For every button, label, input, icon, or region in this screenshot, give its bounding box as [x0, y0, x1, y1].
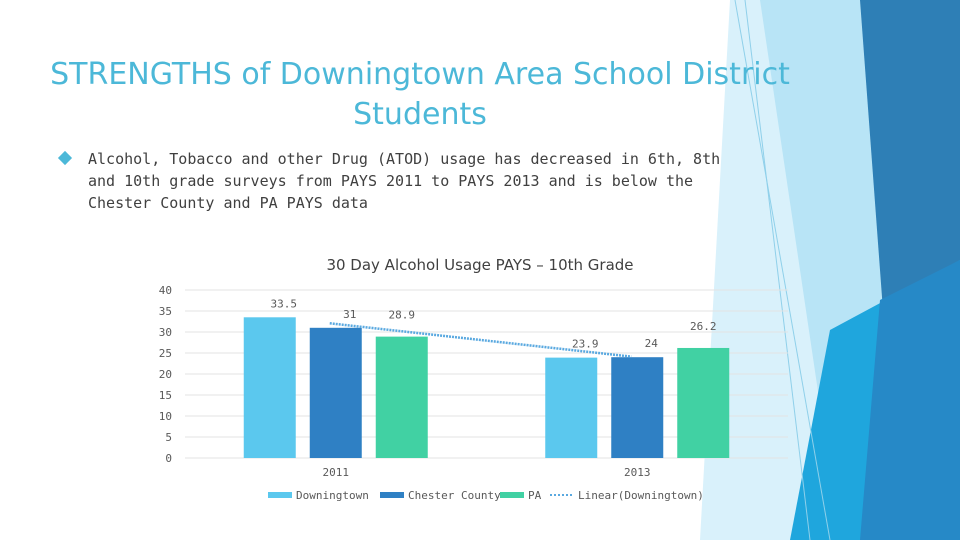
- y-tick-label: 35: [159, 305, 172, 318]
- y-tick-label: 20: [159, 368, 172, 381]
- chart-title: 30 Day Alcohol Usage PAYS – 10th Grade: [326, 256, 634, 274]
- bar-downingtown: [545, 357, 598, 458]
- data-label: 23.9: [572, 338, 599, 351]
- legend-label: Linear(Downingtown): [578, 489, 704, 502]
- legend-label: PA: [528, 489, 542, 502]
- bar-pa: [375, 336, 428, 458]
- legend-label: Chester County: [408, 489, 501, 502]
- bullet-text: Alcohol, Tobacco and other Drug (ATOD) u…: [88, 150, 721, 212]
- bar-downingtown: [243, 317, 296, 458]
- data-label: 33.5: [271, 297, 298, 310]
- decor-line-2: [744, 0, 811, 540]
- y-tick-label: 15: [159, 389, 172, 402]
- y-tick-label: 25: [159, 347, 172, 360]
- slide-title-line2: Students: [353, 97, 487, 132]
- data-label: 31: [343, 308, 356, 321]
- y-tick-label: 40: [159, 284, 172, 297]
- slide-title: STRENGTHS of Downingtown Area School Dis…: [20, 55, 820, 135]
- y-tick-label: 30: [159, 326, 172, 339]
- bar-pa: [677, 347, 730, 458]
- x-tick-label: 2013: [624, 466, 651, 479]
- y-tick-label: 0: [165, 452, 172, 465]
- bar-chester-county: [309, 327, 362, 458]
- data-label: 28.9: [389, 309, 416, 322]
- y-tick-label: 10: [159, 410, 172, 423]
- y-tick-label: 5: [165, 431, 172, 444]
- bar-chester-county: [611, 357, 664, 458]
- decor-line-1: [734, 0, 831, 540]
- x-tick-label: 2011: [323, 466, 350, 479]
- legend-label: Downingtown: [296, 489, 369, 502]
- legend-swatch: [268, 492, 292, 498]
- data-label: 26.2: [690, 320, 717, 333]
- legend-swatch: [500, 492, 524, 498]
- trendline-downingtown: [329, 322, 632, 358]
- slide-title-line1: STRENGTHS of Downingtown Area School Dis…: [50, 57, 790, 92]
- decor-facet-deep: [860, 260, 960, 540]
- data-label: 24: [645, 337, 659, 350]
- legend-swatch: [380, 492, 404, 498]
